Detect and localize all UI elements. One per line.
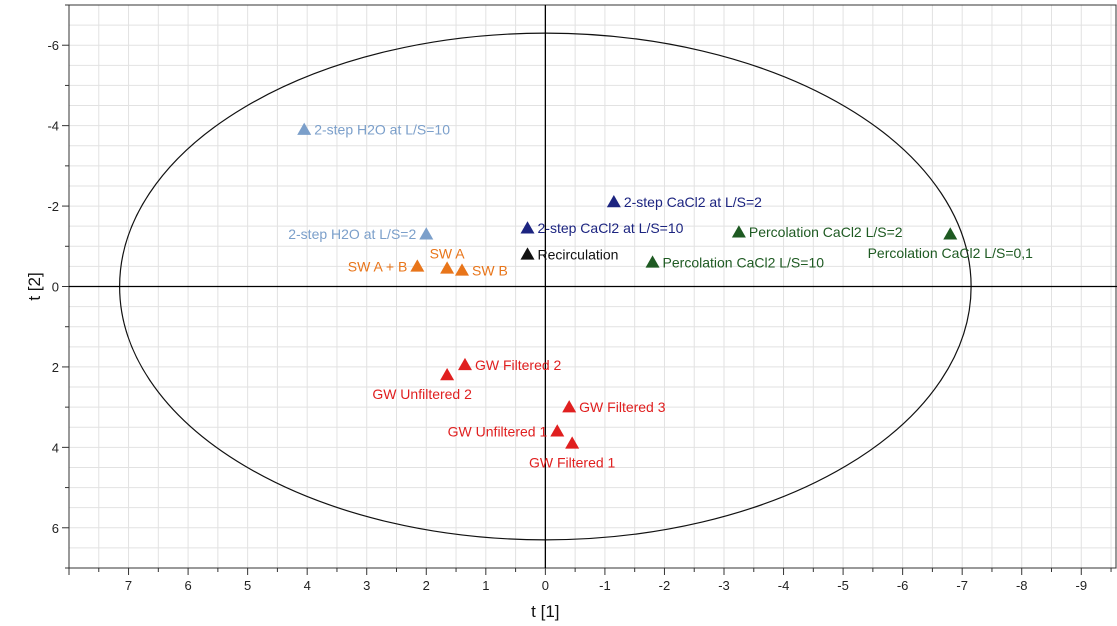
point-label: 2-step H2O at L/S=10 [314,122,450,138]
x-tick-label: 7 [125,578,132,593]
point-marker [731,225,746,238]
data-point: Percolation CaCl2 L/S=10 [645,254,825,270]
x-tick-label: -4 [778,578,790,593]
y-tick-label: 2 [52,360,59,375]
y-tick-label: -4 [47,119,59,134]
point-label: GW Filtered 2 [475,357,562,373]
data-point: 2-step CaCl2 at L/S=2 [606,194,762,210]
x-tick-label: -9 [1075,578,1087,593]
point-marker [410,259,425,272]
point-marker [297,122,312,135]
y-tick-label: -2 [47,199,59,214]
x-tick-label: 2 [423,578,430,593]
data-point: 2-step H2O at L/S=10 [297,122,450,138]
point-marker [457,357,472,371]
data-point: GW Unfiltered 1 [448,423,565,439]
x-tick-label: -2 [659,578,671,593]
x-tick-label: 0 [542,578,549,593]
y-tick-label: 4 [52,440,59,455]
point-label: SW A [430,245,466,261]
x-tick-label: -8 [1016,578,1028,593]
point-label: 2-step CaCl2 at L/S=10 [538,220,684,236]
axes [68,4,1117,569]
point-marker [440,367,455,381]
data-point: GW Unfiltered 2 [372,367,472,402]
point-marker [943,227,958,240]
point-label: Percolation CaCl2 L/S=2 [749,224,903,240]
point-label: 2-step CaCl2 at L/S=2 [624,194,762,210]
y-axis-title: t [2] [25,272,44,300]
data-point: Recirculation [520,246,619,262]
data-point: GW Filtered 3 [562,399,666,415]
point-marker [419,227,434,240]
data-point: GW Filtered 2 [457,357,562,373]
x-tick-label: -7 [956,578,968,593]
y-tick-label: 0 [52,280,59,295]
axis-ticks: 7 6 5 4 3 2 1 0 -1 -2 -3 -4 -5 -6 -7 -8 -9 -6 -4 -2 0 2 4 6 [47,4,1112,593]
point-marker [562,400,577,413]
point-label: GW Filtered 1 [529,454,616,470]
y-tick-label: -6 [47,38,59,53]
point-label: Recirculation [538,246,619,262]
point-label: GW Unfiltered 1 [448,423,548,439]
x-tick-label: 3 [363,578,370,593]
x-tick-label: 5 [244,578,251,593]
x-tick-label: 4 [304,578,311,593]
point-label: Percolation CaCl2 L/S=10 [663,254,825,270]
point-marker [455,263,469,276]
point-marker [550,424,565,437]
data-point: SW B [455,262,508,278]
data-point: SW A [430,245,466,274]
x-axis-title: t [1] [531,602,559,621]
x-tick-label: -3 [718,578,730,593]
data-point: SW A + B [348,258,425,274]
data-point: Percolation CaCl2 L/S=2 [731,224,903,240]
data-point: Percolation CaCl2 L/S=0,1 [868,227,1034,261]
point-label: SW A + B [348,258,408,274]
point-marker [520,247,535,260]
x-tick-label: -6 [897,578,909,593]
point-label: GW Unfiltered 2 [372,386,472,402]
point-label: Percolation CaCl2 L/S=0,1 [868,245,1034,261]
y-tick-label: 6 [52,521,59,536]
x-tick-label: 1 [482,578,489,593]
x-tick-label: -5 [837,578,849,593]
point-label: GW Filtered 3 [579,399,666,415]
point-marker [645,255,660,268]
point-label: 2-step H2O at L/S=2 [288,226,416,242]
point-marker [520,221,535,234]
point-marker [606,195,621,208]
x-tick-label: 6 [184,578,191,593]
data-point: GW Filtered 1 [529,436,616,470]
point-marker [565,436,580,449]
x-tick-label: -1 [599,578,611,593]
point-label: SW B [472,262,508,278]
data-point: 2-step CaCl2 at L/S=10 [520,220,684,236]
data-points: 2-step H2O at L/S=10 2-step H2O at L/S=2 2… [288,122,1033,471]
point-marker [440,261,455,274]
data-point: 2-step H2O at L/S=2 [288,226,434,242]
